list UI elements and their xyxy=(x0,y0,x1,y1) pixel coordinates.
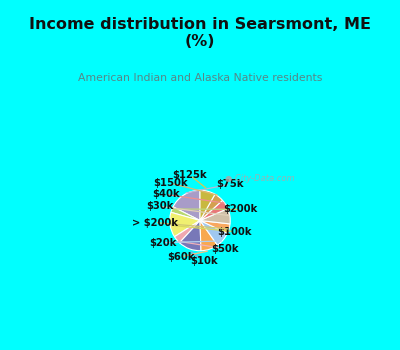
Text: $75k: $75k xyxy=(216,179,244,189)
Wedge shape xyxy=(200,209,230,224)
Text: $100k: $100k xyxy=(217,226,252,237)
Text: $40k: $40k xyxy=(152,189,180,199)
Text: $60k: $60k xyxy=(167,252,194,262)
Wedge shape xyxy=(180,220,201,251)
Wedge shape xyxy=(174,220,200,243)
Text: American Indian and Alaska Native residents: American Indian and Alaska Native reside… xyxy=(78,73,322,83)
Wedge shape xyxy=(200,220,227,245)
Text: $200k: $200k xyxy=(223,204,258,215)
Text: $10k: $10k xyxy=(190,256,218,266)
Text: ● City-Data.com: ● City-Data.com xyxy=(225,174,295,183)
Wedge shape xyxy=(171,207,200,220)
Wedge shape xyxy=(200,194,222,220)
Text: $50k: $50k xyxy=(212,244,239,254)
Text: $150k: $150k xyxy=(154,178,188,188)
Text: $30k: $30k xyxy=(146,201,173,211)
Wedge shape xyxy=(200,220,218,251)
Wedge shape xyxy=(200,220,230,233)
Text: > $200k: > $200k xyxy=(132,217,178,228)
Wedge shape xyxy=(200,200,228,220)
Text: $125k: $125k xyxy=(173,170,207,180)
Text: Income distribution in Searsmont, ME
(%): Income distribution in Searsmont, ME (%) xyxy=(29,17,371,49)
Wedge shape xyxy=(173,190,200,220)
Wedge shape xyxy=(200,190,215,220)
Text: $20k: $20k xyxy=(149,238,176,248)
Wedge shape xyxy=(170,212,200,237)
